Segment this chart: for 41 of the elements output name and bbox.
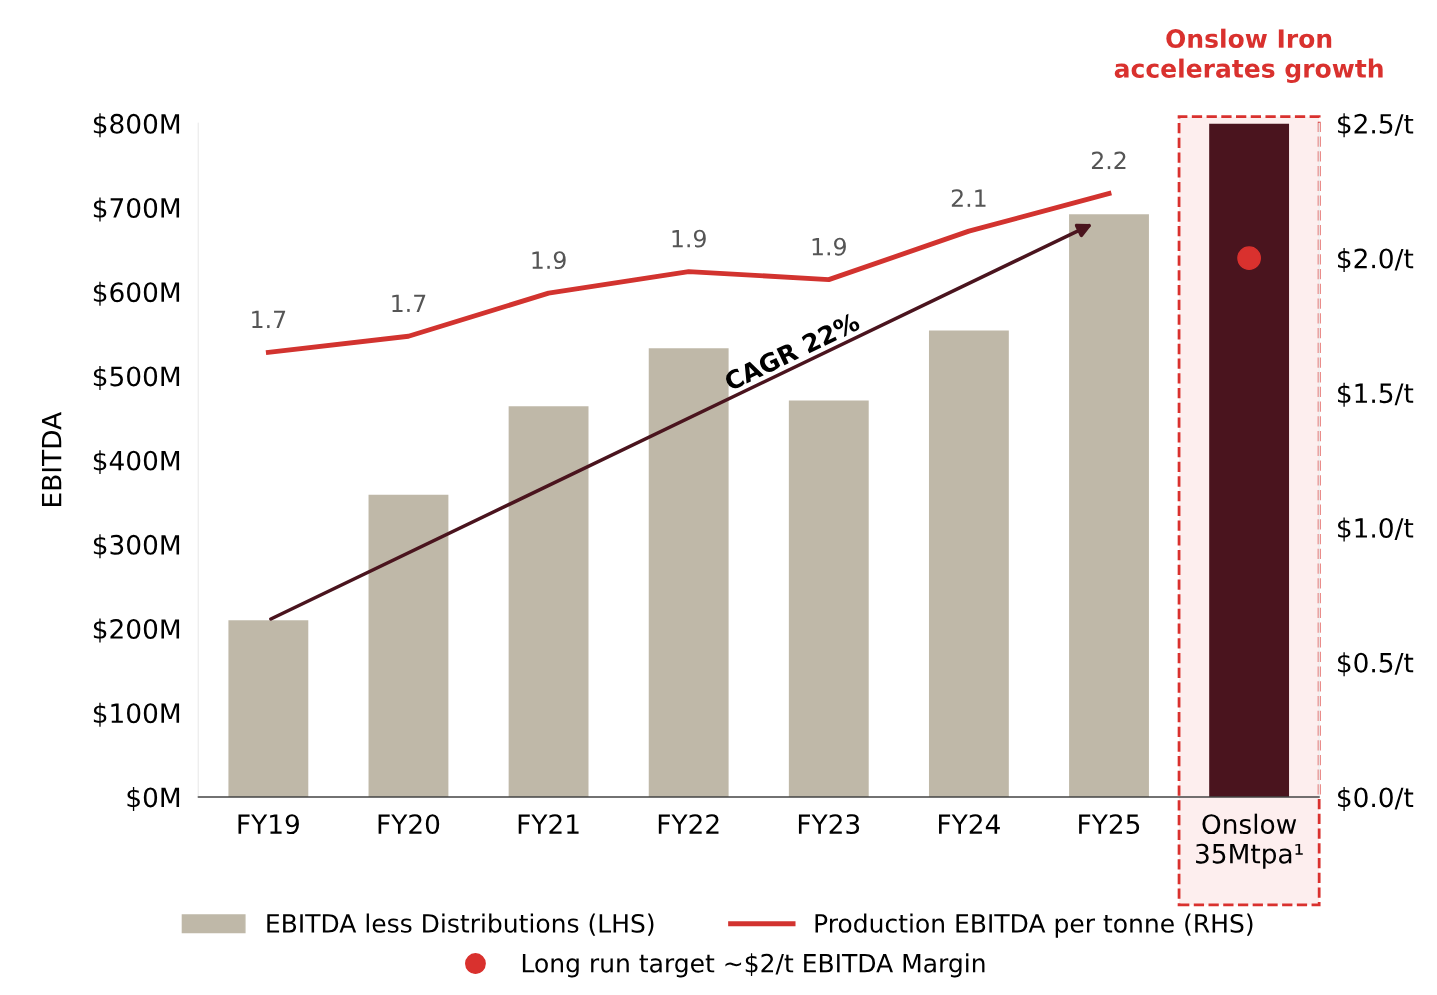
y-tick-label: $100M — [93, 702, 180, 727]
y-tick-label: $200M — [93, 618, 180, 643]
x-tick-label: FY22 — [658, 814, 719, 834]
data-label: 1.7 — [392, 294, 426, 312]
legend-label: Production EBITDA per tonne (RHS) — [815, 913, 1253, 938]
bar — [228, 620, 309, 797]
x-tick-label: FY23 — [798, 814, 860, 835]
data-label: 1.9 — [532, 251, 566, 270]
y2-tick-label: $2.5/t — [1338, 113, 1414, 138]
data-label: 1.9 — [812, 237, 846, 256]
bar — [1069, 214, 1149, 797]
bar — [928, 330, 1009, 797]
bar — [368, 494, 449, 797]
x-tick-label: FY25 — [1079, 814, 1140, 835]
bar — [788, 400, 869, 797]
y-tick-label: $600M — [93, 281, 180, 306]
data-label: 2.1 — [951, 189, 986, 207]
y-axis-title: EBITDA — [41, 412, 62, 506]
y2-tick-label: $0.5/t — [1338, 652, 1414, 677]
x-tick-label: FY20 — [378, 814, 440, 835]
legend-label: Long run target ~$2/t EBITDA Margin — [522, 953, 985, 978]
y-tick-label: $700M — [93, 197, 180, 222]
y-tick-label: $800M — [93, 113, 180, 138]
x-tick-label: Onslow 35Mtpa¹ — [1196, 813, 1303, 869]
x-tick-label: FY19 — [238, 814, 299, 835]
legend-label: EBITDA less Distributions (LHS) — [267, 913, 654, 936]
y2-tick-label: $0.0/t — [1338, 786, 1414, 811]
data-label: 2.2 — [1091, 151, 1126, 170]
band-label: Onslow Iron accelerates growth — [1114, 28, 1383, 83]
x-tick-label: FY24 — [939, 814, 1000, 834]
y2-tick-label: $2.0/t — [1338, 248, 1414, 273]
data-label: 1.7 — [252, 310, 286, 329]
y-tick-label: $300M — [93, 534, 180, 559]
data-label: 1.9 — [672, 229, 706, 248]
y2-tick-label: $1.0/t — [1338, 517, 1414, 542]
bar — [508, 406, 589, 797]
x-tick-label: FY21 — [518, 814, 579, 834]
y-tick-label: $500M — [93, 365, 180, 390]
y2-tick-label: $1.5/t — [1338, 382, 1414, 407]
y-tick-label: $400M — [93, 450, 180, 475]
y-tick-label: $0M — [127, 786, 180, 811]
